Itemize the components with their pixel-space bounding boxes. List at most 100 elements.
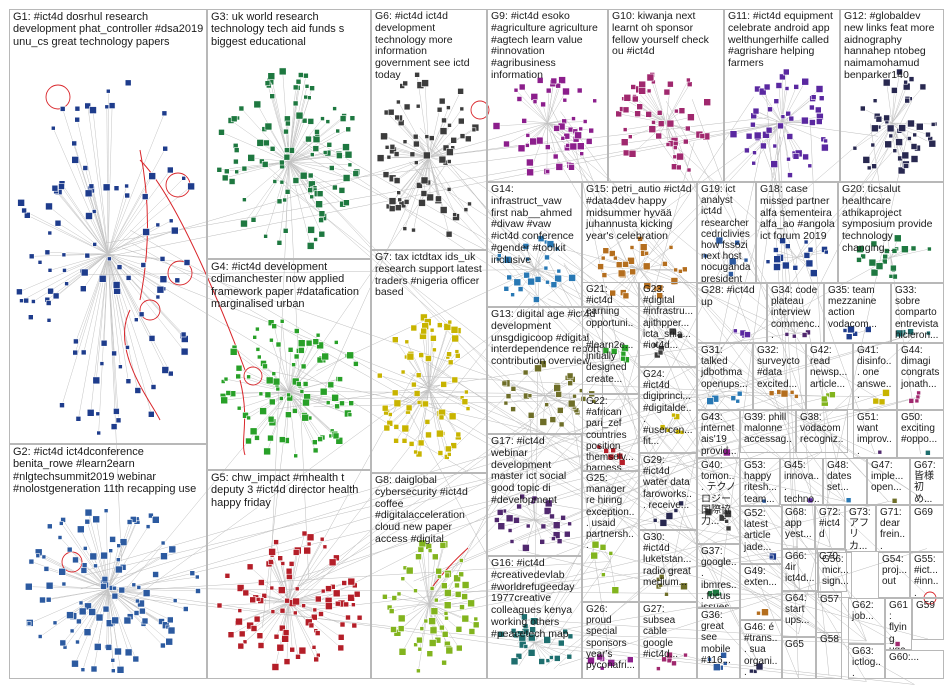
node-marker xyxy=(265,376,274,385)
node-marker xyxy=(345,614,351,621)
edge-line xyxy=(428,560,462,604)
cross-edge xyxy=(550,146,867,682)
edge-line xyxy=(288,601,293,650)
node-marker xyxy=(269,146,276,152)
edge-line xyxy=(510,519,535,531)
node-marker xyxy=(342,174,351,182)
node-marker xyxy=(313,237,318,242)
node-marker xyxy=(93,563,98,569)
edge-line xyxy=(262,391,290,412)
cross-edge xyxy=(428,362,830,636)
node-marker xyxy=(125,378,132,385)
node-marker xyxy=(305,135,312,143)
group-label: G10: kiwanja next learnt oh sponsor fell… xyxy=(612,10,709,58)
cross-edge xyxy=(654,270,796,334)
cross-edge xyxy=(415,170,928,502)
node-marker xyxy=(64,281,69,287)
node-marker xyxy=(47,287,54,295)
node-marker xyxy=(167,626,176,635)
group-cell-g31: G31: talked jdbothma openups... xyxy=(697,343,753,410)
edge-line xyxy=(396,156,430,181)
cross-edge xyxy=(428,397,572,604)
node-marker xyxy=(57,535,63,540)
node-marker xyxy=(187,182,195,191)
node-marker xyxy=(89,552,98,561)
cross-edge xyxy=(127,396,780,589)
edge-line xyxy=(428,156,431,198)
edge-line xyxy=(49,253,109,271)
edge-line xyxy=(796,249,825,258)
cross-edge xyxy=(440,451,823,601)
cross-edge xyxy=(133,122,783,599)
node-marker xyxy=(261,161,269,168)
edge-line xyxy=(288,391,296,456)
node-marker xyxy=(269,337,274,343)
group-cell-g55: G55: #ict... #inn... xyxy=(910,552,944,598)
edge-line xyxy=(542,104,548,124)
node-marker xyxy=(279,159,285,166)
cross-edge xyxy=(561,251,928,596)
cross-edge xyxy=(107,253,555,525)
self-loop xyxy=(45,84,71,110)
node-marker xyxy=(102,605,110,613)
edge-line xyxy=(534,241,547,270)
edge-line xyxy=(249,566,290,603)
edge-line xyxy=(107,253,121,367)
edge-line xyxy=(420,388,430,443)
cross-edge xyxy=(318,452,611,602)
group-label: G68: app yest... xyxy=(785,507,812,541)
cross-edge xyxy=(547,396,726,650)
edge-line xyxy=(266,391,290,452)
edge-line xyxy=(639,106,667,124)
node-marker xyxy=(91,209,97,214)
edge-line xyxy=(534,636,571,643)
node-marker xyxy=(47,230,53,236)
edge-line xyxy=(288,131,318,162)
group-cell-g64: G64: start ups... xyxy=(781,591,816,637)
node-marker xyxy=(291,362,296,368)
edge-line xyxy=(53,128,109,255)
node-marker xyxy=(238,630,246,638)
cross-edge xyxy=(317,156,430,404)
node-marker xyxy=(58,521,64,526)
edge-line xyxy=(238,367,290,393)
node-marker xyxy=(264,122,273,131)
node-marker xyxy=(347,162,353,168)
group-label: G52: latest article jade... xyxy=(744,508,772,553)
edge-line xyxy=(891,100,908,124)
node-marker xyxy=(267,415,275,423)
group-cell-g61: G61: flying uga... xyxy=(885,598,912,650)
edge-line xyxy=(534,642,549,661)
cross-edge xyxy=(726,115,892,258)
cross-edge xyxy=(409,372,899,645)
node-marker xyxy=(98,274,107,283)
group-cell-g16: G16: #ict4d #creativedevlab #worldrefuge… xyxy=(487,556,582,679)
cross-edge xyxy=(795,98,914,334)
node-marker xyxy=(162,145,168,152)
node-marker xyxy=(249,427,258,436)
node-marker xyxy=(160,540,166,546)
edge-line xyxy=(107,253,159,298)
node-marker xyxy=(66,611,74,619)
node-marker xyxy=(309,85,315,91)
node-marker xyxy=(220,396,228,405)
node-marker xyxy=(235,364,243,372)
group-label: G40: tomon... テクノロジー 国際協力... xyxy=(701,460,736,528)
group-cell-g24: G24: #ict4d digiprinci... #digitalde... … xyxy=(639,367,697,453)
node-marker xyxy=(236,405,242,411)
edge-line xyxy=(268,563,290,603)
cross-edge xyxy=(539,646,867,682)
node-marker xyxy=(75,639,80,645)
cross-edge xyxy=(413,137,780,397)
node-marker xyxy=(218,129,225,136)
group-label: G45: innova... techno... xyxy=(784,460,820,505)
cross-edge xyxy=(632,247,876,397)
node-marker xyxy=(327,381,335,389)
edge-line xyxy=(547,122,592,131)
node-marker xyxy=(319,387,328,396)
node-marker xyxy=(276,643,285,652)
edge-line xyxy=(54,588,109,624)
cross-edge xyxy=(571,129,799,679)
group-cell-g23: G23: #digital #infrastru... ajithpper...… xyxy=(639,282,697,367)
edge-line xyxy=(524,120,548,124)
